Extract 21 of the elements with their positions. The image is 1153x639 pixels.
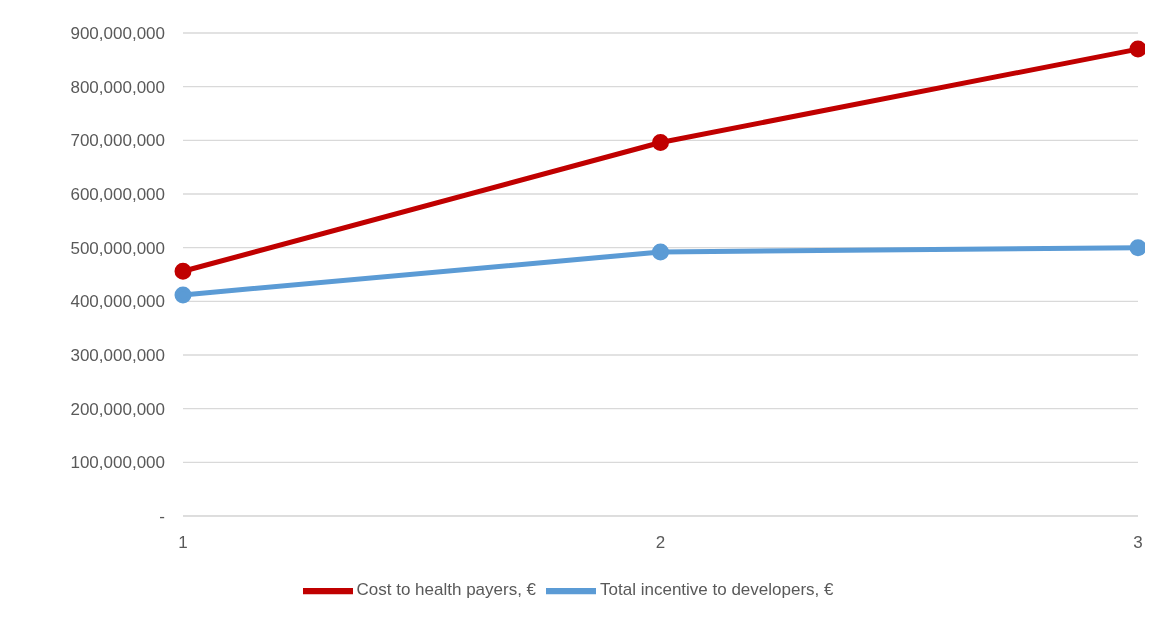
y-tick-label: 900,000,000 xyxy=(70,24,165,44)
x-tick-label: 1 xyxy=(178,533,188,553)
y-tick-label: 700,000,000 xyxy=(70,131,165,151)
y-tick-label: 200,000,000 xyxy=(70,399,165,419)
x-tick-label: 3 xyxy=(1133,533,1143,553)
y-tick-label: 600,000,000 xyxy=(70,185,165,205)
point xyxy=(1129,40,1145,58)
y-tick-label: 800,000,000 xyxy=(70,77,165,97)
legend-label: Cost to health payers, € xyxy=(356,580,537,600)
y-tick-label: 500,000,000 xyxy=(70,238,165,258)
y-tick-label: 100,000,000 xyxy=(70,453,165,473)
y-tick-label: - xyxy=(159,507,165,527)
y-tick-label: 400,000,000 xyxy=(70,292,165,312)
point xyxy=(174,262,192,280)
legend-label: Total incentive to developers, € xyxy=(600,580,834,600)
point xyxy=(652,133,669,151)
point xyxy=(1129,239,1145,257)
point xyxy=(174,286,192,304)
x-tick-label: 2 xyxy=(655,533,666,553)
point xyxy=(652,243,669,261)
y-tick-label: 300,000,000 xyxy=(70,346,165,366)
